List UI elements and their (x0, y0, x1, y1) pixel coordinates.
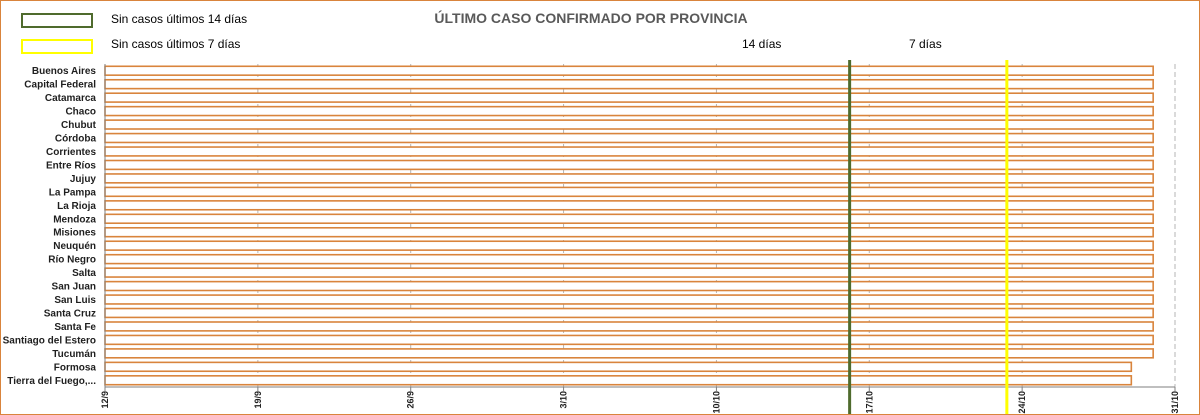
bar (104, 132, 1154, 144)
category-label: San Luis (54, 295, 96, 306)
bar (104, 348, 1154, 359)
bar (104, 294, 1154, 305)
bar (104, 280, 1154, 292)
bar (104, 159, 1154, 171)
bar (104, 321, 1154, 332)
bar (104, 253, 1154, 265)
bar (104, 78, 1154, 90)
bar (104, 307, 1154, 319)
chart-title: ÚLTIMO CASO CONFIRMADO POR PROVINCIA (434, 10, 748, 26)
reference-label-14-days: 14 días (742, 37, 782, 51)
bar (104, 146, 1154, 157)
x-tick-label: 3/10 (559, 391, 569, 409)
bar (104, 213, 1154, 225)
bar (104, 105, 1154, 117)
x-tick-label: 10/10 (711, 391, 721, 414)
bar (104, 65, 1154, 76)
category-label: Capital Federal (24, 80, 96, 91)
category-label: Jujuy (70, 174, 97, 185)
category-label: Corrientes (46, 147, 96, 158)
category-label: Formosa (54, 362, 97, 373)
bar (104, 119, 1154, 130)
x-tick-label: 31/10 (1170, 391, 1180, 414)
x-tick-label: 26/9 (406, 391, 416, 409)
bar (104, 226, 1154, 238)
category-label: Misiones (53, 228, 96, 239)
category-label: Santiago del Estero (3, 335, 96, 346)
bar (104, 375, 1133, 386)
bar (104, 267, 1154, 278)
bar (104, 334, 1154, 346)
x-tick-label: 19/9 (253, 391, 263, 409)
category-label: Chubut (61, 120, 97, 131)
category-label: Entre Ríos (46, 160, 96, 171)
category-label: Neuquén (53, 241, 96, 252)
bar (104, 240, 1154, 251)
legend-label-7-days: Sin casos últimos 7 días (111, 37, 241, 51)
legend-swatch-7-days (21, 39, 93, 54)
category-label: Salta (72, 268, 96, 279)
category-label: La Rioja (57, 201, 96, 212)
category-label: Río Negro (48, 255, 96, 266)
legend-swatch-14-days (21, 13, 93, 28)
category-label: Catamarca (45, 93, 97, 104)
x-tick-label: 17/10 (864, 391, 874, 414)
legend-label-14-days: Sin casos últimos 14 días (111, 12, 248, 26)
category-label: La Pampa (49, 187, 97, 198)
x-tick-label: 12/9 (100, 391, 110, 409)
bar (104, 361, 1133, 373)
category-label: Tierra del Fuego,... (7, 376, 96, 387)
bar (104, 173, 1154, 184)
category-label: Santa Cruz (44, 308, 96, 319)
reference-label-7-days: 7 días (909, 37, 942, 51)
category-label: Chaco (65, 107, 96, 118)
bar (104, 92, 1154, 103)
category-label: Santa Fe (54, 322, 96, 333)
x-tick-label: 24/10 (1017, 391, 1027, 414)
category-label: Tucumán (52, 349, 96, 360)
category-label: Buenos Aires (32, 66, 97, 77)
bar (104, 200, 1154, 211)
category-label: Córdoba (55, 134, 97, 145)
category-label: Mendoza (53, 214, 96, 225)
category-label: San Juan (52, 282, 96, 293)
bar (104, 186, 1154, 198)
